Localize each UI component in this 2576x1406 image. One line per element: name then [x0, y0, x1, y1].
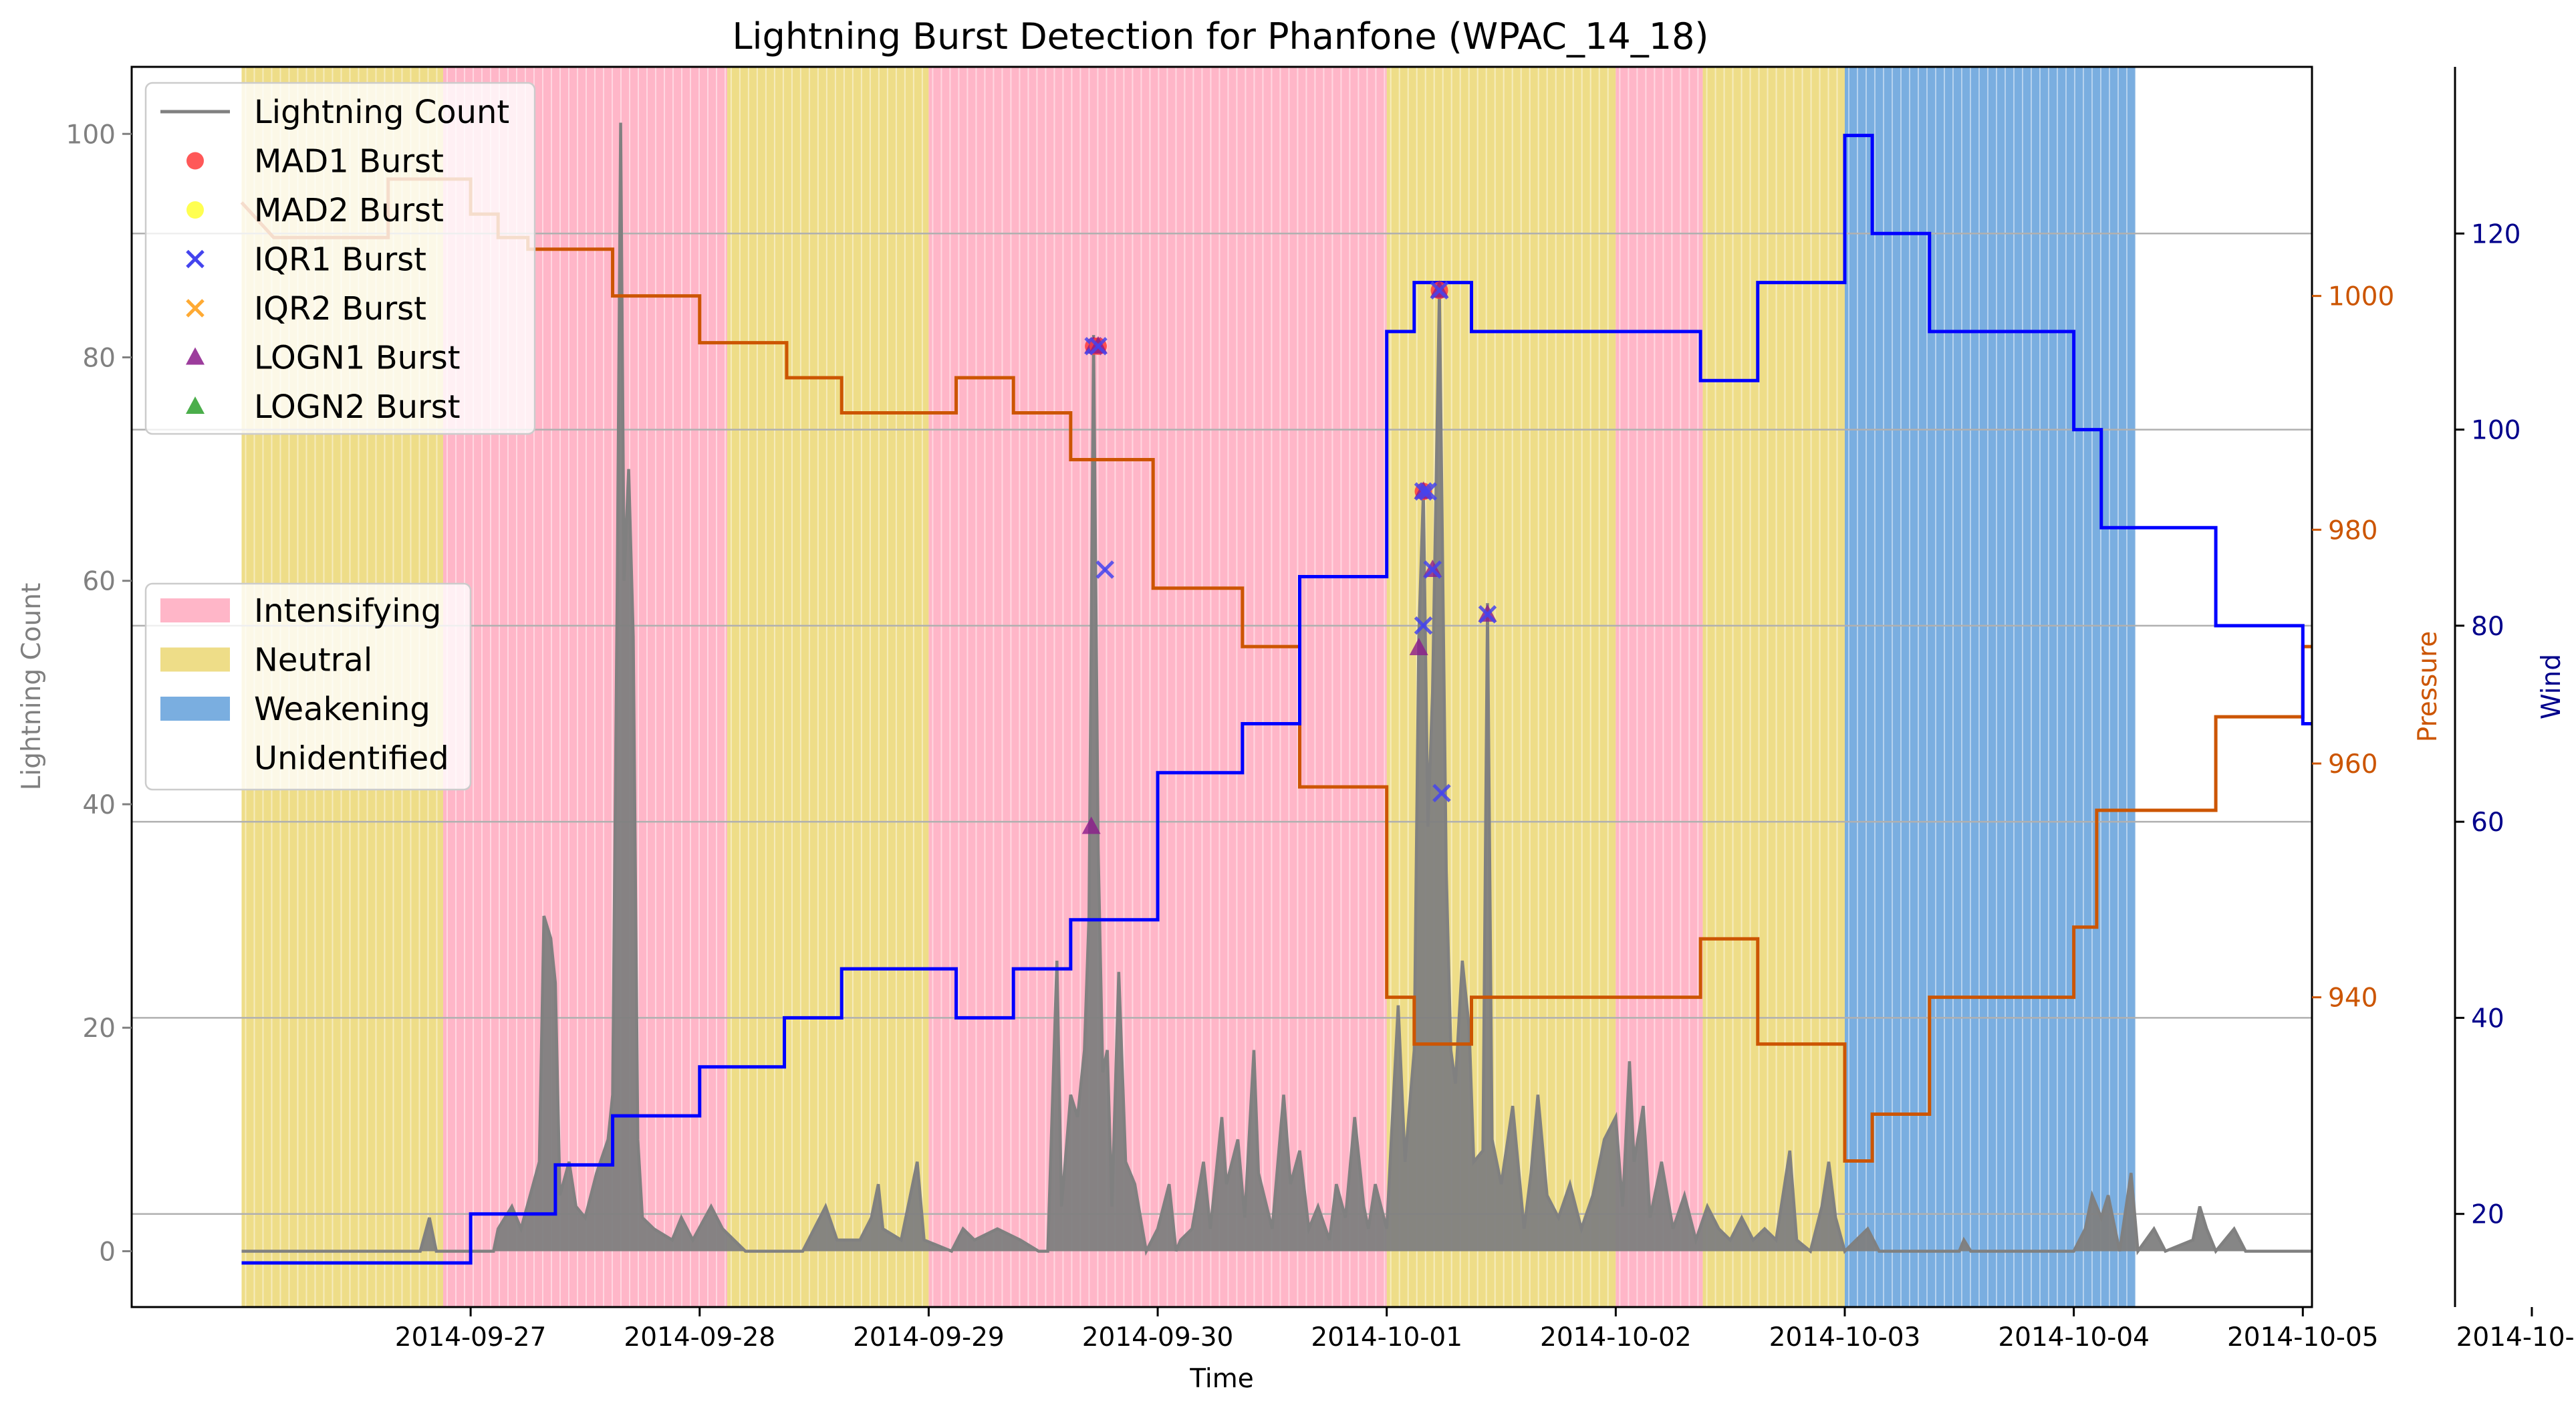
lightning-count-line: [241, 122, 2312, 1256]
legend-entry-iqr1-burst: IQR1 Burst: [186, 241, 426, 279]
phase-hatch: [730, 67, 923, 1307]
x-tick-label: 2014-10-02: [1540, 1322, 1692, 1353]
pressure-axis-label: Pressure: [2413, 631, 2443, 743]
iqr1-burst-marker: [1432, 784, 1451, 803]
iqr1-burst-marker: [1418, 482, 1438, 501]
wind-tick-label: 20: [2471, 1200, 2504, 1230]
lightning-tick-label: 40: [82, 790, 116, 820]
iqr1-burst-marker: [1414, 482, 1433, 501]
phase-hatch: [932, 67, 1386, 1307]
svg-text:LOGN2 Burst: LOGN2 Burst: [254, 388, 461, 426]
phase-hatch: [1848, 67, 2136, 1307]
legend-series: Lightning Count MAD1 Burst MAD2 Burst IQR1 …: [144, 82, 536, 435]
legend-entry-iqr2-burst: IQR2 Burst: [186, 290, 426, 328]
legend-phases: Intensifying Neutral Weakening Unidentified: [144, 582, 472, 791]
plot-frame: [130, 66, 2313, 1308]
chart-title: Lightning Burst Detection for Phanfone (…: [732, 15, 1708, 57]
lightning-tick-label: 80: [82, 344, 116, 374]
phase-band-weakening: [1845, 67, 2136, 1307]
svg-text:MAD1 Burst: MAD1 Burst: [254, 143, 444, 181]
iqr1-burst-marker: [1430, 281, 1449, 300]
wind-tick-label: 80: [2471, 612, 2504, 642]
legend-entry-unidentified: Unidentified: [160, 740, 449, 778]
lightning-axis-label: Lightning Count: [17, 583, 47, 791]
svg-text:Neutral: Neutral: [254, 642, 372, 679]
legend-entry-logn1-burst: LOGN1 Burst: [186, 340, 461, 377]
phase-hatch: [1706, 67, 1838, 1307]
legend-entry-logn2-burst: LOGN2 Burst: [186, 388, 461, 426]
logn1-burst-marker: [1081, 816, 1101, 834]
burst-markers: [1081, 280, 1497, 834]
series-lines: [240, 122, 2312, 1265]
pressure-tick-label: 1000: [2328, 282, 2394, 312]
wind-line: [241, 134, 2312, 1265]
lightning-tick-label: 100: [66, 120, 116, 150]
x-tick-label: 2014-10-01: [1311, 1322, 1462, 1353]
x-tick-label: 2014-09-30: [1082, 1322, 1234, 1353]
svg-text:IQR1 Burst: IQR1 Burst: [254, 241, 426, 279]
wind-tick-label: 40: [2471, 1004, 2504, 1034]
svg-text:Intensifying: Intensifying: [254, 592, 441, 630]
legend-entry-lightning-count: Lightning Count: [160, 94, 509, 131]
svg-text:Weakening: Weakening: [254, 691, 430, 728]
svg-text:MAD2 Burst: MAD2 Burst: [254, 192, 444, 229]
x-axis-label: Time: [1189, 1364, 1253, 1394]
x-tick-label: 2014-10-03: [1769, 1322, 1921, 1353]
legend-entry-intensifying: Intensifying: [160, 592, 441, 630]
svg-text:Lightning Count: Lightning Count: [254, 94, 509, 131]
svg-text:Unidentified: Unidentified: [254, 740, 449, 778]
x-tick-label: 2014-10-05: [2227, 1322, 2379, 1353]
x-tick-label: 2014-09-28: [624, 1322, 775, 1353]
iqr1-burst-marker: [1414, 616, 1433, 635]
x-axis: 2014-09-27 2014-09-28 2014-09-29 2014-09-30…: [395, 1307, 2576, 1353]
iqr1-burst-marker: [1089, 337, 1108, 356]
svg-text:LOGN1 Burst: LOGN1 Burst: [254, 340, 461, 377]
legend-phases-box: [144, 582, 472, 791]
x-tick-label: 2014-09-29: [853, 1322, 1005, 1353]
legend-entry-mad2-burst: MAD2 Burst: [186, 192, 444, 229]
wind-tick-label: 120: [2471, 219, 2521, 249]
pressure-axis: 940 960 980 1000: [2312, 282, 2394, 1014]
legend-entry-weakening: Weakening: [160, 691, 430, 728]
phase-band-neutral: [727, 67, 929, 1307]
iqr1-burst-marker: [1096, 560, 1115, 579]
wind-axis-label: Wind: [2537, 654, 2567, 719]
wind-axis: 20 40 60 80 100 120: [2455, 219, 2521, 1230]
legend-entry-neutral: Neutral: [160, 642, 372, 679]
phase-band-intensifying: [928, 67, 1387, 1307]
logn1-burst-marker: [1409, 638, 1428, 656]
iqr1-burst-marker: [1478, 605, 1497, 624]
x-tick-label: 2014-09-27: [395, 1322, 547, 1353]
wind-tick-label: 100: [2471, 416, 2521, 446]
legend-entry-mad1-burst: MAD1 Burst: [186, 143, 444, 181]
lightning-tick-label: 60: [82, 567, 116, 597]
x-tick-label: 2014-10-04: [1998, 1322, 2150, 1353]
lightning-tick-label: 20: [82, 1014, 116, 1044]
wind-tick-label: 60: [2471, 808, 2504, 838]
iqr1-burst-marker: [1423, 560, 1442, 579]
pressure-tick-label: 960: [2328, 749, 2377, 780]
phase-band-neutral: [1702, 67, 1845, 1307]
pressure-tick-label: 980: [2328, 515, 2377, 546]
legend-series-box: [144, 82, 536, 435]
svg-text:IQR2 Burst: IQR2 Burst: [254, 290, 426, 328]
lightning-axis: 0 20 40 60 80 100: [66, 120, 132, 1267]
x-tick-label: 2014-10-06: [2456, 1322, 2576, 1353]
lightning-tick-label: 0: [99, 1237, 116, 1267]
pressure-tick-label: 940: [2328, 983, 2377, 1014]
